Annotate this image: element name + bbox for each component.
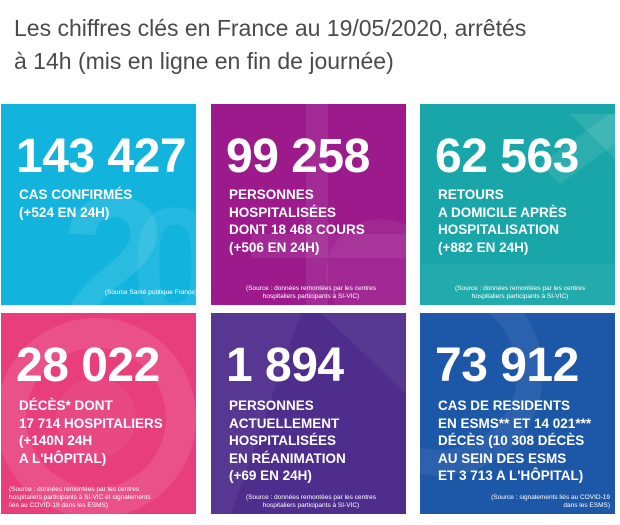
tile-hospitalised: 99 258 PERSONNES HOSPITALISÉES DONT 18 4…	[211, 104, 406, 305]
page-title: Les chiffres clés en France au 19/05/202…	[14, 12, 610, 78]
stat-number: 1 894	[226, 341, 344, 391]
stat-source: (Source : signalements liés au COVID-19 …	[430, 494, 610, 510]
stat-number: 143 427	[16, 132, 186, 182]
stat-source: (Source : données remontées par les cent…	[9, 486, 194, 510]
tile-returned-home: 62 563 RETOURS A DOMICILE APRÈS HOSPITAL…	[420, 104, 615, 305]
stat-number: 99 258	[226, 132, 370, 182]
stat-number: 28 022	[16, 341, 160, 391]
stat-description: PERSONNES ACTUELLEMENT HOSPITALISÉES EN …	[229, 397, 404, 485]
tile-confirmed-cases: 2 0 143 427 CAS CONFIRMÉS (+524 EN 24H) …	[1, 104, 196, 305]
stat-number: 73 912	[435, 341, 579, 391]
tile-esms-residents: 73 912 CAS DE RESIDENTS EN ESMS** ET 14 …	[420, 313, 615, 514]
stat-description: CAS CONFIRMÉS (+524 EN 24H)	[19, 186, 194, 221]
stat-source: (Source : données remontées par les cent…	[434, 285, 606, 301]
tile-intensive-care: 1 894 PERSONNES ACTUELLEMENT HOSPITALISÉ…	[211, 313, 406, 514]
stat-description: CAS DE RESIDENTS EN ESMS** ET 14 021*** …	[438, 397, 613, 485]
stat-source: (Source : données remontées par les cent…	[225, 494, 397, 510]
stat-source: (Source : données remontées par les cent…	[225, 285, 397, 301]
stat-description: PERSONNES HOSPITALISÉES DONT 18 468 COUR…	[229, 186, 404, 256]
stat-number: 62 563	[435, 132, 579, 182]
stat-description: RETOURS A DOMICILE APRÈS HOSPITALISATION…	[438, 186, 613, 256]
stat-description: DÉCÈS* DONT 17 714 HOSPITALIERS (+140N 2…	[19, 397, 194, 467]
stat-source: (Source Santé publique France)	[21, 289, 196, 297]
tile-deaths: 28 022 DÉCÈS* DONT 17 714 HOSPITALIERS (…	[1, 313, 196, 514]
title-line-2: à 14h (mis en ligne en fin de journée)	[14, 45, 610, 78]
title-line-1: Les chiffres clés en France au 19/05/202…	[14, 12, 610, 45]
